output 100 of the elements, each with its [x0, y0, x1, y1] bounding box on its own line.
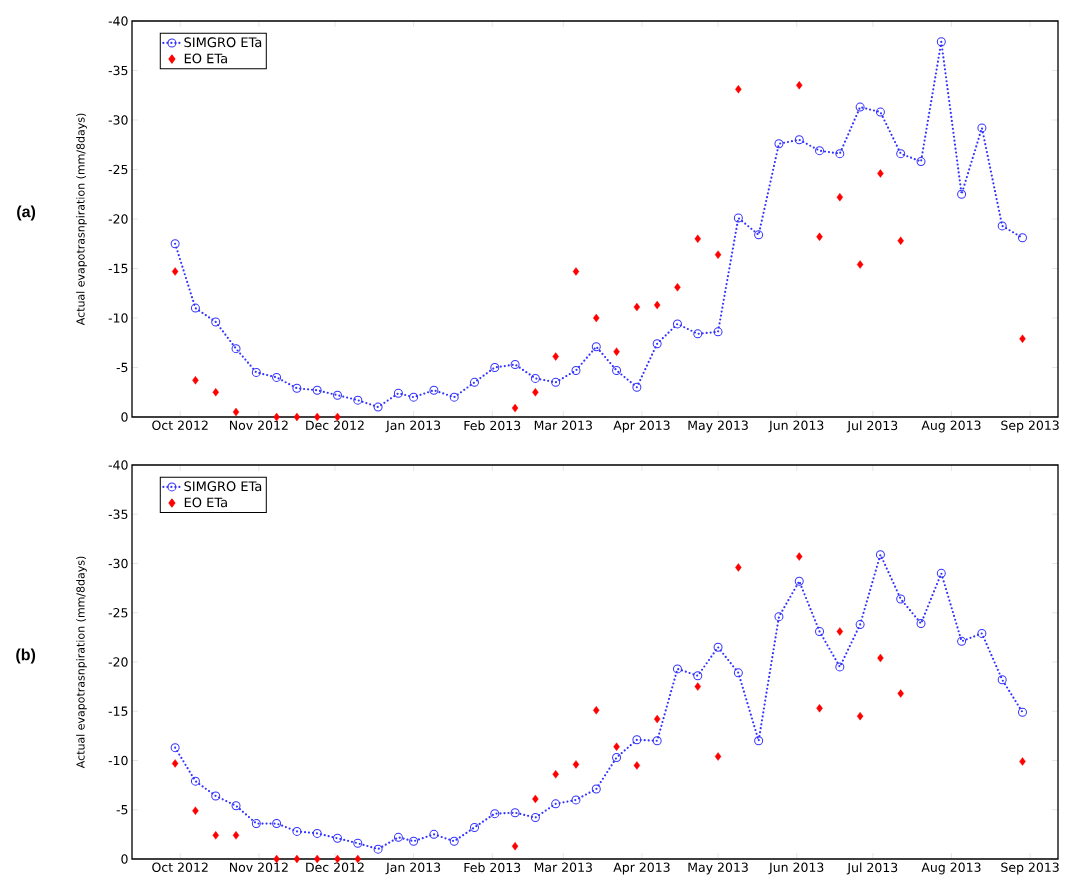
- point: [653, 714, 661, 724]
- point: [429, 385, 439, 395]
- point: [510, 808, 520, 818]
- point: [693, 329, 703, 339]
- point: [449, 392, 459, 402]
- point: [591, 342, 601, 352]
- point: [652, 736, 662, 746]
- point: [875, 550, 885, 560]
- point: [774, 612, 784, 622]
- point: [714, 250, 722, 259]
- point: [231, 344, 241, 354]
- point: [593, 313, 600, 323]
- y-tick-label: -15: [108, 706, 128, 716]
- point: [211, 317, 221, 327]
- point: [593, 706, 600, 715]
- point: [1017, 707, 1027, 717]
- legend-label: SIMGRO ETa: [184, 481, 262, 492]
- x-tick-label: Nov 2012: [229, 862, 288, 872]
- point: [231, 801, 241, 811]
- point: [429, 829, 439, 839]
- point: [530, 373, 540, 383]
- point: [694, 234, 701, 243]
- point: [897, 236, 904, 245]
- point: [855, 620, 865, 630]
- y-axis-title: Actual evapotrasnpiration (mm/8days): [76, 556, 87, 769]
- x-tick-label: Jan 2013: [385, 420, 441, 433]
- point: [713, 642, 723, 652]
- point: [1019, 334, 1026, 343]
- point: [292, 826, 302, 836]
- point: [212, 388, 219, 397]
- point: [794, 135, 804, 145]
- point: [170, 239, 180, 249]
- point: [449, 836, 459, 846]
- text: (a): [17, 205, 36, 221]
- point: [672, 319, 682, 329]
- point: [272, 372, 282, 382]
- text: (b): [16, 648, 36, 664]
- x-tick-label: Sep 2013: [1001, 862, 1059, 875]
- point: [251, 367, 261, 377]
- point: [733, 213, 743, 223]
- y-tick-label: -40: [108, 460, 128, 470]
- y-axis-title: Actual evapotrasnpiration (mm/8days): [76, 113, 87, 326]
- x-tick-label: Mar 2013: [534, 862, 592, 872]
- point: [393, 388, 403, 398]
- point: [916, 619, 926, 629]
- point: [896, 594, 906, 604]
- y-tick-label: -40: [108, 16, 128, 26]
- point: [835, 662, 845, 672]
- x-tick-label: Feb 2013: [464, 420, 521, 431]
- x-tick-label: Feb 2013: [464, 862, 521, 873]
- point: [733, 668, 743, 678]
- point: [613, 742, 620, 751]
- y-tick-label: -5: [116, 362, 128, 373]
- y-tick-label: -10: [108, 313, 128, 323]
- point: [511, 403, 519, 413]
- point: [855, 102, 865, 112]
- point: [653, 300, 661, 310]
- x-tick-label: Oct 2012: [152, 420, 208, 430]
- y-tick-label: -30: [108, 558, 128, 569]
- x-tick-label: May 2013: [688, 862, 748, 875]
- point: [694, 682, 701, 691]
- x-tick-label: Jun 2013: [768, 420, 824, 433]
- point: [735, 85, 742, 94]
- point: [532, 794, 539, 804]
- legend-label: EO ETa: [184, 497, 227, 508]
- point: [633, 302, 641, 312]
- x-tick-label: Dec 2012: [306, 862, 364, 872]
- x-tick-label: Jun 2013: [768, 862, 824, 875]
- point: [916, 157, 926, 167]
- point: [190, 303, 200, 313]
- point: [836, 627, 844, 636]
- x-tick-label: Nov 2012: [229, 420, 288, 430]
- y-tick-label: -35: [108, 65, 128, 76]
- point: [251, 819, 261, 829]
- point: [735, 563, 742, 572]
- point: [470, 377, 479, 387]
- point: [1017, 233, 1027, 243]
- point: [875, 107, 885, 117]
- point: [373, 844, 383, 854]
- y-tick-label: -25: [108, 164, 128, 175]
- point: [815, 626, 825, 636]
- point: [774, 139, 784, 149]
- point: [312, 385, 322, 395]
- x-tick-label: Dec 2012: [306, 420, 364, 430]
- point: [796, 552, 803, 561]
- point: [490, 809, 500, 819]
- x-tick-label: Jul 2013: [846, 862, 898, 875]
- y-tick-label: -15: [108, 263, 128, 274]
- point: [510, 360, 520, 370]
- point: [409, 392, 419, 402]
- point: [896, 149, 906, 159]
- x-tick-label: Apr 2013: [613, 420, 670, 433]
- point: [192, 376, 199, 385]
- y-tick-label: -5: [116, 805, 128, 815]
- legend-label: EO ETa: [184, 53, 227, 64]
- point: [997, 221, 1007, 231]
- point: [633, 761, 641, 770]
- point: [957, 636, 967, 646]
- point: [192, 806, 199, 815]
- point: [511, 841, 519, 851]
